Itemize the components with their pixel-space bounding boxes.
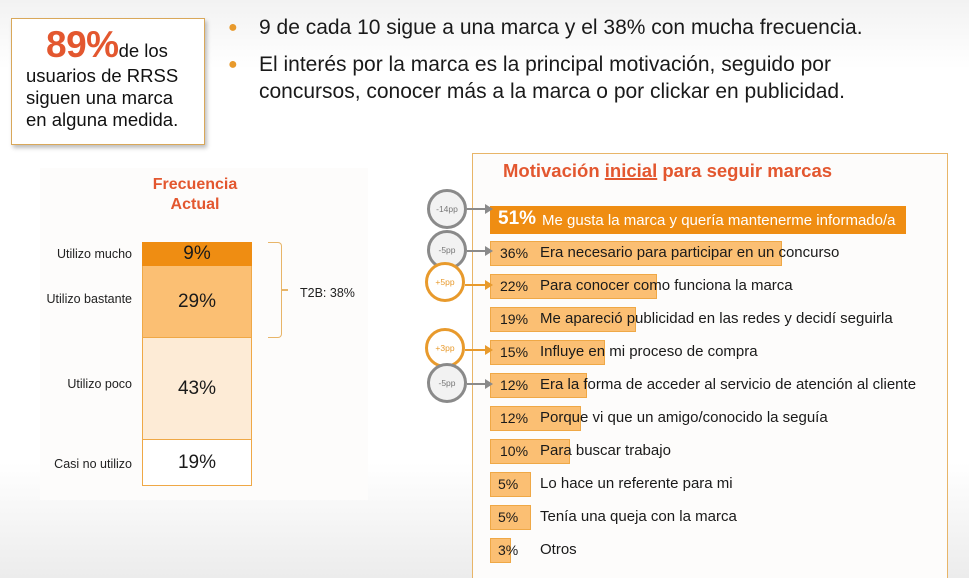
- callout-text: en alguna medida.: [26, 109, 179, 130]
- bullet-list: ● 9 de cada 10 sigue a una marca y el 38…: [225, 14, 965, 115]
- motivation-bar: [490, 307, 636, 332]
- motivation-chart: Motivación inicial para seguir marcas 51…: [472, 153, 948, 578]
- callout-big-value: 89%: [46, 24, 119, 65]
- arrow-right-icon: [465, 345, 493, 355]
- callout-text: de los: [118, 40, 168, 61]
- frequency-chart: Frecuencia Actual 9% 29% 43% 19% Utilizo…: [40, 168, 368, 500]
- motivation-bar: [490, 472, 531, 497]
- segment-casi-no-utilizo: 19%: [142, 440, 252, 486]
- bullet-item: ● 9 de cada 10 sigue a una marca y el 38…: [228, 16, 863, 39]
- change-badge-negative: -5pp: [427, 363, 467, 403]
- segment-label: Utilizo mucho: [56, 247, 132, 261]
- bullet-item: ● El interés por la marca es la principa…: [228, 53, 845, 103]
- motivation-bar: [490, 406, 581, 431]
- arrow-right-icon: [467, 379, 493, 389]
- segment-utilizo-mucho: 9%: [142, 242, 252, 266]
- change-badge-negative: -14pp: [427, 189, 467, 229]
- motivation-bar: [490, 274, 657, 299]
- arrow-right-icon: [467, 246, 493, 256]
- t2b-brace: [268, 242, 282, 338]
- bullet-dot-icon: ●: [228, 56, 238, 73]
- t2b-brace-tick: [282, 289, 288, 291]
- change-badge-positive: +5pp: [425, 262, 465, 302]
- motivation-bar: [490, 373, 587, 398]
- segment-utilizo-bastante: 29%: [142, 266, 252, 338]
- segment-utilizo-poco: 43%: [142, 338, 252, 440]
- motivation-bar: [490, 439, 570, 464]
- segment-label: Utilizo bastante: [46, 292, 132, 306]
- motivation-bar: [490, 241, 782, 266]
- motivation-chart-title: Motivación inicial para seguir marcas: [503, 160, 833, 181]
- callout-text: siguen una marca: [26, 87, 174, 108]
- motivation-bar: [490, 340, 605, 365]
- t2b-label: T2B: 38%: [300, 286, 355, 300]
- motivation-bar: [490, 206, 906, 234]
- bullet-dot-icon: ●: [228, 19, 238, 36]
- segment-label: Casi no utilizo: [54, 457, 132, 471]
- arrow-right-icon: [467, 204, 493, 214]
- callout-box: 89%de los usuarios de RRSS siguen una ma…: [11, 18, 205, 145]
- arrow-right-icon: [465, 280, 493, 290]
- change-badge-positive: +3pp: [425, 328, 465, 368]
- motivation-bar: [490, 505, 531, 530]
- segment-label: Utilizo poco: [67, 377, 132, 391]
- stacked-bar: 9% 29% 43% 19%: [142, 242, 252, 486]
- callout-text: usuarios de RRSS: [26, 65, 179, 86]
- motivation-bar: [490, 538, 511, 563]
- frequency-chart-title: Frecuencia Actual: [152, 176, 238, 213]
